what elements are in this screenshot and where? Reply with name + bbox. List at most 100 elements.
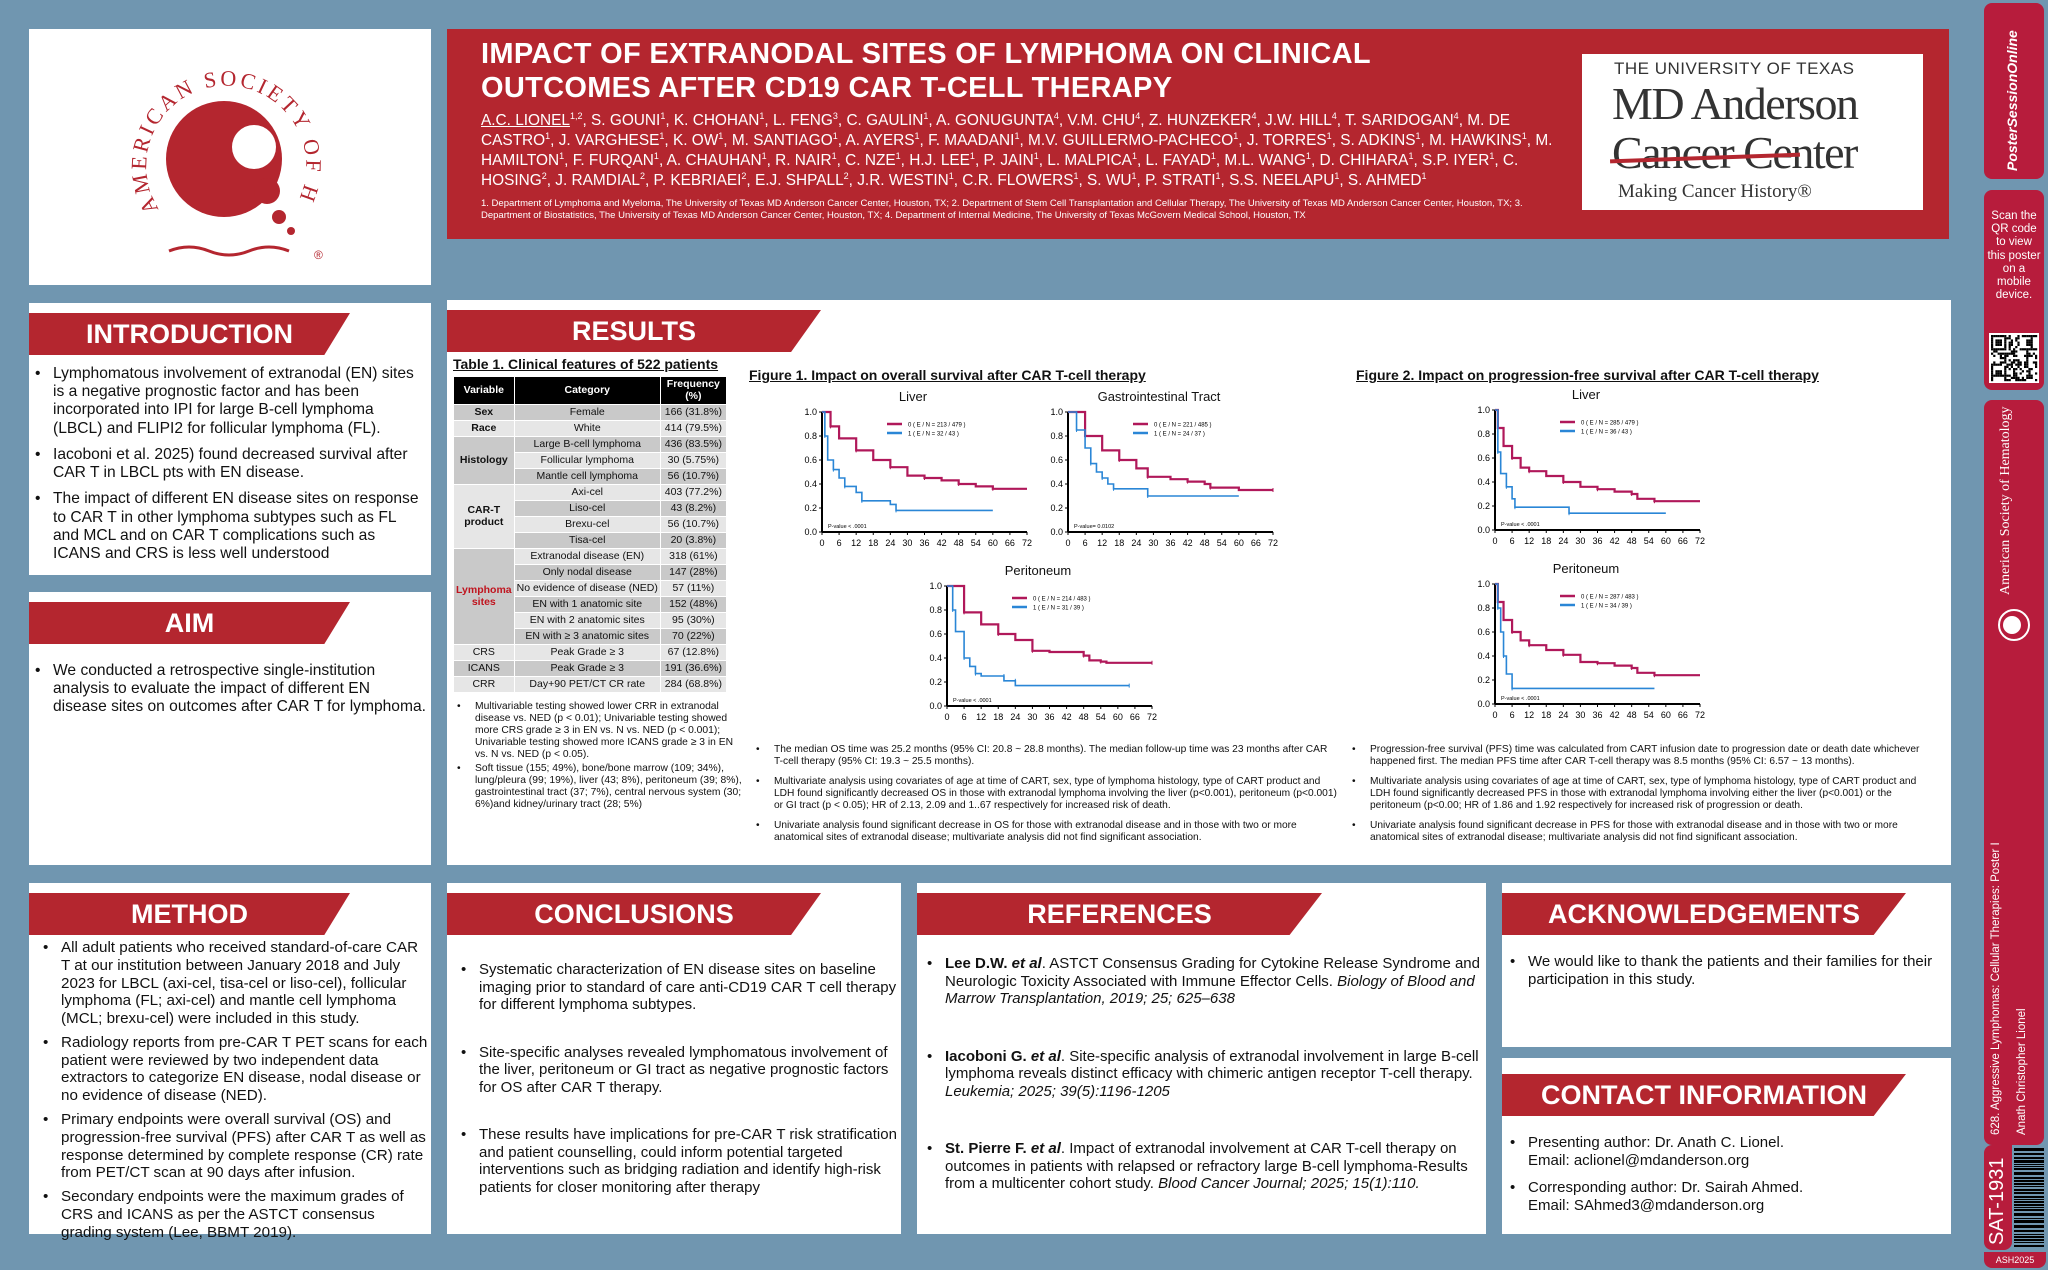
x-tick-label: 30	[1027, 712, 1037, 722]
qr-panel: Scan the QR code to view this poster on …	[1984, 190, 2044, 390]
x-tick-label: 0	[944, 712, 949, 722]
contact-name: Corresponding author: Dr. Sairah Ahmed.	[1528, 1179, 1804, 1197]
frequency-cell: 436 (83.5%)	[659, 436, 727, 454]
author-affiliation: 4	[1331, 111, 1337, 122]
contact-name: Presenting author: Dr. Anath C. Lionel.	[1528, 1134, 1784, 1151]
x-tick-label: 0	[1492, 710, 1497, 720]
bullet-item: Radiology reports from pre-CAR T PET sca…	[39, 1034, 429, 1105]
chart-title: Peritoneum	[1004, 563, 1072, 578]
y-tick-label: 0.6	[1477, 627, 1490, 637]
x-tick-label: 42	[937, 538, 947, 548]
x-tick-label: 6	[962, 712, 967, 722]
brand-label: PosterSessionOnline	[2004, 30, 2020, 171]
x-tick-label: 0	[819, 538, 824, 548]
y-tick-label: 0.8	[929, 605, 942, 615]
poster-session-online-badge[interactable]: PosterSessionOnline	[1984, 3, 2044, 179]
contact-email[interactable]: Email: aclionel@mdanderson.org	[1528, 1151, 1750, 1169]
author: L. FAYAD	[1145, 151, 1211, 169]
author-affiliation: 2	[741, 170, 747, 181]
author-affiliation: 1	[914, 131, 920, 142]
km-chart: Peritoneum 0.0 0.2 0.4 0.6 0.8 1.0 0 6 12 18 24 30 36…	[1463, 560, 1709, 728]
category-cell: Extranodal disease (EN)	[513, 548, 661, 566]
y-tick-label: 1.0	[1050, 407, 1063, 417]
x-tick-label: 6	[1083, 538, 1088, 548]
ref-journal: Leukemia; 2025; 39(5):1196-1205	[945, 1082, 1170, 1100]
author-affiliation: 1,2	[569, 111, 583, 122]
variable-cell: Race	[453, 420, 515, 438]
author-affiliation: 1	[1131, 170, 1137, 181]
frequency-cell: 20 (3.8%)	[659, 532, 727, 550]
table-row: Lymphoma sites Extranodal disease (EN) 318…	[453, 548, 727, 646]
survival-curve-0	[1495, 582, 1700, 677]
legend-label: 1 ( E / N = 36 / 43 )	[1581, 430, 1632, 436]
contact-email[interactable]: Email: SAhmed3@mdanderson.org	[1528, 1196, 1765, 1214]
ref-text: . ASTCT Consensus Grading for Cytokine R…	[945, 955, 1480, 990]
frequency-cell: 152 (48%)	[659, 596, 727, 614]
author: M. HAMILTON	[481, 132, 1553, 169]
category-cell: Female	[513, 404, 661, 422]
x-tick-label: 6	[1510, 536, 1515, 546]
author: S. WU	[1087, 171, 1132, 189]
table-row: CRR Day+90 PET/CT CR rate 284 (68.8%)	[453, 676, 727, 694]
author: M.L. WANG	[1224, 151, 1306, 169]
ref-etal: et al	[1026, 1140, 1061, 1158]
section-heading: METHOD	[29, 893, 350, 935]
bullet-item: Site-specific analyses revealed lymphoma…	[457, 1044, 897, 1097]
x-tick-label: 24	[1558, 710, 1568, 720]
x-tick-label: 30	[902, 538, 912, 548]
author-affiliation: 1	[660, 111, 666, 122]
table-row: EN with 1 anatomic site 152 (48%)	[454, 596, 727, 614]
figure1-title: Figure 1. Impact on overall survival aft…	[749, 367, 1146, 383]
figure2-title: Figure 2. Impact on progression-free sur…	[1356, 367, 1819, 383]
x-tick-label: 36	[1592, 710, 1602, 720]
bullet-item: Multivariate analysis using covariates o…	[752, 776, 1338, 812]
author-affiliation: 1	[1415, 131, 1421, 142]
legend-label: 1 ( E / N = 34 / 39 )	[1581, 604, 1632, 610]
author-affiliation: 1	[831, 150, 837, 161]
km-chart: Liver 0.0 0.2 0.4 0.6 0.8 1.0 0 6 12 18 24 30 36 42 48 5…	[790, 388, 1036, 556]
section-heading: ACKNOWLEDGEMENTS	[1502, 893, 1906, 935]
affiliations: 1. Department of Lymphoma and Myeloma, T…	[481, 198, 1523, 222]
ref-text: . Site-specific analysis of extranodal i…	[945, 1047, 1479, 1083]
y-tick-label: 1.0	[929, 581, 942, 591]
legend-label: 0 ( E / N = 285 / 479 )	[1581, 421, 1639, 427]
variable-cell: CAR-T product	[453, 484, 515, 550]
x-tick-label: 18	[993, 712, 1003, 722]
x-tick-label: 24	[1010, 712, 1020, 722]
author: J. VARGHESE	[558, 132, 660, 150]
x-tick-label: 72	[1695, 710, 1705, 720]
bullet-item: Multivariable testing showed lower CRR i…	[453, 701, 743, 761]
table-row: ICANS Peak Grade ≥ 3 191 (36.6%)	[453, 660, 727, 678]
author-affiliation: 1	[948, 170, 954, 181]
author: T. SARIDOGAN	[1345, 112, 1454, 130]
author-affiliation: 1	[559, 150, 565, 161]
title-line: IMPACT OF EXTRANODAL SITES OF LYMPHOMA O…	[481, 38, 1371, 70]
chart-title: Peritoneum	[1552, 561, 1620, 576]
x-tick-label: 12	[976, 712, 986, 722]
table-title: Table 1. Clinical features of 522 patien…	[453, 356, 719, 372]
frequency-cell: 191 (36.6%)	[659, 660, 727, 678]
institution-line: THE UNIVERSITY OF TEXAS	[1614, 59, 1855, 78]
variable-cell: CRS	[453, 644, 515, 662]
reference-item: Iacoboni G. et al. Site-specific analysi…	[923, 1048, 1483, 1101]
variable-cell: Sex	[453, 404, 515, 422]
x-tick-label: 12	[1097, 538, 1107, 548]
qr-code-icon[interactable]	[1989, 333, 2039, 383]
bullet-item: We would like to thank the patients and …	[1506, 953, 1946, 988]
aim-list: We conducted a retrospective single-inst…	[31, 662, 426, 725]
x-tick-label: 18	[1541, 710, 1551, 720]
variable-cell: CRR	[453, 676, 515, 694]
contact-list: Presenting author: Dr. Anath C. Lionel.E…	[1506, 1134, 1946, 1224]
contact-item: Corresponding author: Dr. Sairah Ahmed.E…	[1506, 1179, 1946, 1214]
x-tick-label: 66	[1678, 536, 1688, 546]
frequency-cell: 284 (68.8%)	[659, 676, 727, 694]
frequency-cell: 57 (11%)	[659, 580, 727, 598]
x-tick-label: 30	[1575, 710, 1585, 720]
author-affiliation: 4	[1251, 111, 1257, 122]
frequency-cell: 67 (12.8%)	[659, 644, 727, 662]
author: M.V. GUILLERMO-PACHECO	[1028, 132, 1234, 150]
km-chart: Liver 0.0 0.2 0.4 0.6 0.8 1.0 0 6 12 18 24 30 36 42 48 5…	[1463, 386, 1709, 554]
author: M. SANTIAGO	[731, 132, 833, 150]
y-tick-label: 1.0	[804, 407, 817, 417]
y-tick-label: 0.2	[929, 677, 942, 687]
